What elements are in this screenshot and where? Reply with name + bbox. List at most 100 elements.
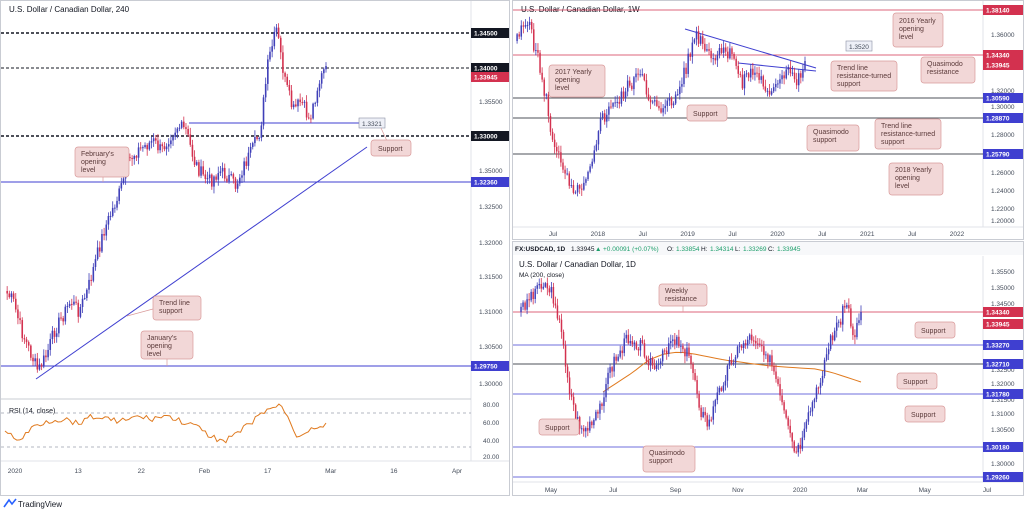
y-tick-label: 1.31500 (991, 397, 1015, 404)
h4-candle (55, 333, 58, 337)
weekly-candle (716, 55, 719, 61)
weekly-candle (533, 29, 535, 51)
h4-candle (129, 157, 131, 159)
daily-candle (564, 345, 567, 367)
h4-candle (60, 317, 62, 319)
h4-candle (204, 174, 207, 179)
x-tick-label: 16 (390, 468, 398, 475)
h4-candle (174, 132, 176, 137)
x-tick-label: May (545, 487, 558, 494)
h4-candle (133, 156, 136, 160)
daily-price-tags: 1.34340 1.33945 1.33270 1.32710 1.31780 1.301… (983, 307, 1023, 482)
price-tag-label: 1.34500 (474, 31, 498, 38)
h4-candle (135, 156, 138, 158)
daily-candle (825, 354, 828, 360)
daily-candle (710, 419, 712, 421)
weekly-candle (543, 79, 545, 96)
rsi-tick-label: 20.00 (483, 454, 500, 461)
weekly-candle (793, 72, 796, 80)
y-tick-label: 1.31000 (479, 309, 503, 316)
h4-candle (180, 121, 183, 128)
weekly-callout-box (845, 40, 873, 52)
daily-candle (757, 343, 759, 345)
weekly-candle (795, 79, 798, 86)
daily-candle (817, 387, 820, 389)
daily-candle (554, 303, 557, 306)
h4-candle (27, 342, 30, 346)
y-tick-label: 1.30000 (991, 104, 1015, 111)
weekly-candle (756, 72, 758, 74)
weekly-candle (750, 68, 752, 78)
h4-callout-text: 1.3321 (362, 121, 382, 128)
daily-candle (570, 393, 573, 397)
daily-candle (837, 321, 840, 323)
daily-candle (809, 411, 812, 413)
weekly-candle (643, 74, 646, 81)
h4-candle (176, 128, 179, 133)
daily-o-label: O: (667, 246, 674, 253)
daily-candle (629, 340, 632, 344)
daily-candle (678, 336, 680, 347)
h4-candle (172, 136, 174, 141)
daily-annotation-support-4: Support (538, 418, 580, 436)
h4-candle (236, 183, 239, 189)
weekly-candle (797, 73, 800, 86)
daily-candle (558, 318, 561, 320)
h4-candle (118, 188, 120, 201)
svg-text:Support: Support (921, 328, 946, 335)
weekly-candle (743, 74, 746, 89)
weekly-candle (528, 21, 531, 26)
daily-candle (831, 335, 834, 341)
daily-candle (680, 345, 682, 347)
h4-candle (161, 144, 164, 147)
daily-candle (730, 360, 733, 364)
h4-candle (36, 358, 39, 370)
daily-candle (750, 334, 753, 341)
daily-candle (661, 350, 664, 362)
h4-rsi-ticks: 80.00 60.00 40.00 20.00 (483, 402, 500, 461)
y-tick-label: 1.35000 (991, 285, 1015, 292)
x-tick-label: 2020 (8, 468, 23, 475)
h4-candle (191, 144, 194, 157)
weekly-candle (714, 58, 717, 61)
h4-candle (146, 145, 148, 150)
weekly-candle (800, 73, 802, 78)
h4-candle (284, 72, 286, 77)
h4-candle (120, 183, 123, 189)
price-tag (471, 28, 509, 38)
weekly-candle (718, 48, 721, 56)
daily-candle (536, 285, 538, 289)
weekly-candle (581, 188, 583, 190)
h4-candle (303, 101, 306, 103)
daily-candle (746, 339, 749, 345)
footer-brand[interactable]: TradingView (0, 496, 120, 511)
daily-candle (617, 356, 619, 361)
h4-candle (310, 118, 312, 120)
svg-text:Support: Support (693, 111, 718, 118)
y-tick-label: 1.30500 (479, 344, 503, 351)
svg-text:Support: Support (911, 412, 936, 419)
h4-candle (230, 174, 233, 176)
weekly-candle (641, 74, 644, 76)
daily-ma-label: MA (200, close) (519, 272, 564, 279)
daily-candle (793, 441, 795, 452)
daily-close: 1.33945 (571, 246, 595, 253)
weekly-candle (766, 90, 769, 92)
y-tick-label: 1.35500 (479, 99, 503, 106)
weekly-candle (606, 114, 608, 122)
h4-trend-line (35, 146, 368, 380)
daily-candle (670, 341, 672, 344)
daily-candle (589, 421, 591, 431)
daily-candle (615, 356, 617, 361)
h4-candle (107, 216, 110, 225)
daily-candle (771, 355, 773, 366)
x-tick-label: 2019 (680, 231, 695, 238)
weekly-candle (729, 48, 731, 59)
weekly-candle (576, 185, 579, 193)
daily-candle (848, 305, 850, 309)
daily-candle (526, 299, 528, 310)
h4-candle (155, 138, 157, 141)
weekly-candle (783, 75, 785, 79)
weekly-candle (710, 50, 712, 59)
weekly-candle (560, 152, 562, 163)
